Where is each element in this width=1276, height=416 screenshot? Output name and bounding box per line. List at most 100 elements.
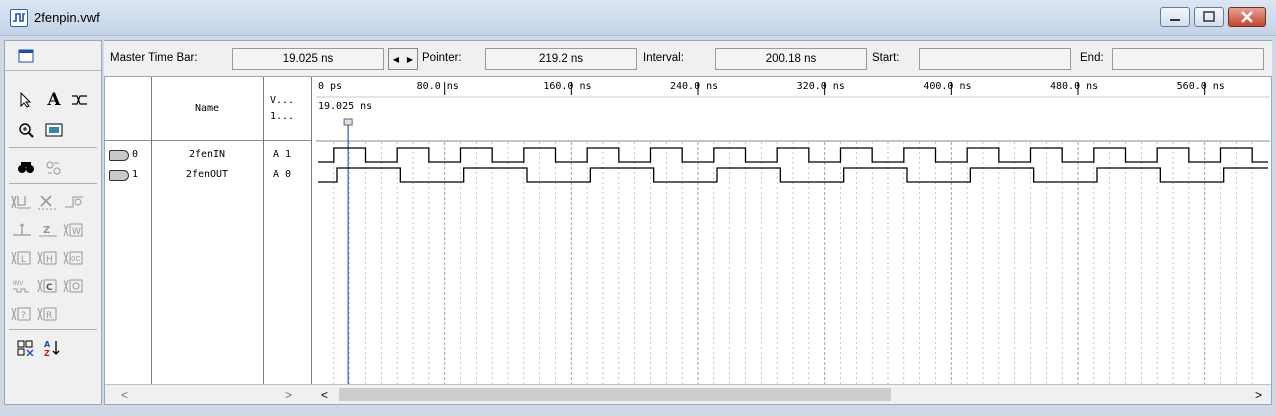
- svg-text:Z: Z: [43, 225, 50, 236]
- scroll-thumb[interactable]: [339, 388, 891, 401]
- waveform-area[interactable]: 0 ps 80.0 ns 160.0 ns 240.0 ns 320.0 ns 400.0…: [316, 77, 1270, 384]
- window-title: 2fenpin.vwf: [34, 10, 100, 25]
- master-time-bar-label: 19.025 ns: [318, 101, 372, 112]
- pin-cell: 1: [109, 168, 147, 183]
- svg-text:0C: 0C: [71, 255, 80, 263]
- time-bar-stepper[interactable]: ◀ ▶: [388, 48, 418, 70]
- master-time-bar-label: Master Time Bar:: [110, 52, 198, 64]
- master-time-bar-handle: [343, 118, 353, 126]
- replace-icon[interactable]: [43, 157, 65, 179]
- maximize-button[interactable]: [1194, 7, 1224, 27]
- weak-unknown-icon[interactable]: W: [63, 219, 85, 241]
- toolbox-window-icon[interactable]: [15, 45, 37, 67]
- signal-index: 0: [132, 149, 139, 160]
- pointer-field: 219.2 ns: [485, 48, 637, 70]
- count-value-icon[interactable]: INV: [11, 275, 33, 297]
- waveform-2fenOUT: [318, 167, 1268, 183]
- zoom-icon[interactable]: [15, 119, 37, 141]
- waveform-canvas[interactable]: 0 ps 80.0 ns 160.0 ns 240.0 ns 320.0 ns 400.0…: [316, 77, 1270, 384]
- timescale-tick-label: 80.0 ns: [417, 81, 459, 92]
- weak-high-icon[interactable]: H: [37, 247, 59, 269]
- waveform-2fenIN: [318, 147, 1268, 163]
- end-field[interactable]: [1112, 48, 1264, 70]
- forcing-high-icon[interactable]: [11, 219, 33, 241]
- wave-scroll-right-icon[interactable]: >: [1255, 388, 1263, 402]
- waveform-edit-icon[interactable]: [69, 89, 91, 111]
- pointer-label: Pointer:: [422, 52, 462, 64]
- signal-name[interactable]: 2fenOUT: [185, 169, 229, 180]
- toolbox-header: [5, 41, 101, 71]
- signal-row[interactable]: 1 2fenOUT A 0: [105, 166, 311, 185]
- horizontal-scrollbar[interactable]: < > < >: [105, 384, 1271, 404]
- svg-text:W: W: [72, 227, 81, 237]
- column-divider: [263, 77, 264, 384]
- signal-value: A 0: [273, 169, 292, 180]
- timescale-tick-label: 240.0 ns: [670, 81, 718, 92]
- signal-name[interactable]: 2fenIN: [188, 149, 226, 160]
- waveform-editor: Name V... 1... 0 2fenIN A 1 1 2fenOUT A …: [104, 76, 1272, 405]
- waveform-file-icon: [10, 9, 28, 27]
- close-button[interactable]: [1228, 7, 1266, 27]
- svg-text:H: H: [46, 255, 53, 265]
- weak-low-icon[interactable]: L: [11, 247, 33, 269]
- master-time-bar-field[interactable]: 19.025 ns: [232, 48, 384, 70]
- toolbox-divider: [9, 147, 97, 148]
- arbitrary-value-icon[interactable]: [63, 275, 85, 297]
- uninitialized-icon[interactable]: [11, 191, 33, 213]
- snap-to-grid-icon[interactable]: [15, 337, 37, 359]
- output-pin-icon: [109, 170, 129, 181]
- svg-text:L: L: [21, 255, 26, 265]
- start-field[interactable]: [919, 48, 1071, 70]
- dont-care-icon[interactable]: [37, 191, 59, 213]
- column-header: Name V... 1...: [105, 77, 311, 141]
- step-right-icon[interactable]: ▶: [406, 54, 414, 64]
- forcing-low-icon[interactable]: [63, 191, 85, 213]
- start-label: Start:: [872, 52, 900, 64]
- value-column-header[interactable]: V...: [270, 95, 295, 106]
- timescale-tick-label: 160.0 ns: [543, 81, 591, 92]
- svg-text:A: A: [44, 340, 51, 349]
- svg-text:?: ?: [21, 311, 26, 321]
- input-pin-icon: [109, 150, 129, 161]
- svg-text:Z: Z: [44, 349, 50, 357]
- svg-text:C: C: [46, 283, 53, 293]
- svg-text:INV: INV: [13, 280, 24, 287]
- timescale-tick-label: 400.0 ns: [923, 81, 971, 92]
- wave-scroll-left-icon[interactable]: <: [321, 388, 329, 402]
- scroll-left-icon[interactable]: <: [121, 388, 129, 402]
- minimize-button[interactable]: [1160, 7, 1190, 27]
- high-impedance-icon[interactable]: Z: [37, 219, 59, 241]
- text-tool-icon[interactable]: A: [47, 90, 61, 110]
- timescale-tick-label: 320.0 ns: [797, 81, 845, 92]
- snap-value-icon[interactable]: R: [37, 303, 59, 325]
- pin-cell: 0: [109, 148, 147, 163]
- interval-field: 200.18 ns: [715, 48, 867, 70]
- timescale-tick-label: 0 ps: [318, 81, 342, 92]
- timescale-tick-label: 480.0 ns: [1050, 81, 1098, 92]
- timescale-tick-label: 560.0 ns: [1177, 81, 1225, 92]
- random-value-icon[interactable]: ?: [11, 303, 33, 325]
- column-divider: [151, 77, 152, 384]
- title-bar: 2fenpin.vwf: [0, 0, 1276, 36]
- step-left-icon[interactable]: ◀: [392, 54, 400, 64]
- end-label: End:: [1080, 52, 1104, 64]
- scroll-right-icon[interactable]: >: [285, 388, 293, 402]
- value-column-header-line2: 1...: [270, 111, 295, 122]
- select-icon[interactable]: [15, 89, 37, 111]
- full-screen-icon[interactable]: [43, 119, 65, 141]
- svg-text:R: R: [46, 311, 52, 321]
- toolbox-divider: [9, 329, 97, 330]
- signal-row[interactable]: 0 2fenIN A 1: [105, 146, 311, 165]
- pane-divider[interactable]: [311, 77, 312, 384]
- signal-value: A 1: [273, 149, 292, 160]
- toolbox-divider: [9, 183, 97, 184]
- name-column-header[interactable]: Name: [194, 103, 220, 114]
- signal-index: 1: [132, 169, 139, 180]
- find-icon[interactable]: [15, 157, 37, 179]
- interval-label: Interval:: [643, 52, 684, 64]
- clock-icon[interactable]: C: [37, 275, 59, 297]
- invert-icon[interactable]: 0C: [63, 247, 85, 269]
- waveform-toolbox: A Z W L H 0C INV C: [4, 40, 102, 405]
- time-bar-toolbar: Master Time Bar: 19.025 ns ◀ ▶ Pointer: …: [104, 40, 1272, 76]
